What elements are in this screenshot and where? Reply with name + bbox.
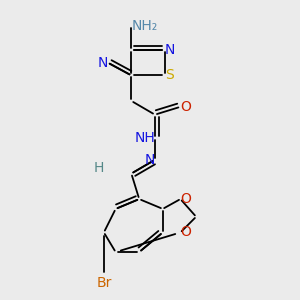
Text: H: H — [94, 161, 104, 175]
Text: NH: NH — [134, 131, 155, 145]
Text: O: O — [180, 100, 191, 114]
Text: N: N — [145, 153, 155, 167]
Text: O: O — [180, 225, 191, 239]
Text: O: O — [180, 192, 191, 206]
Text: Br: Br — [96, 276, 112, 289]
Text: NH₂: NH₂ — [131, 19, 158, 33]
Text: S: S — [165, 68, 173, 83]
Text: N: N — [98, 56, 108, 70]
Text: N: N — [165, 43, 175, 57]
